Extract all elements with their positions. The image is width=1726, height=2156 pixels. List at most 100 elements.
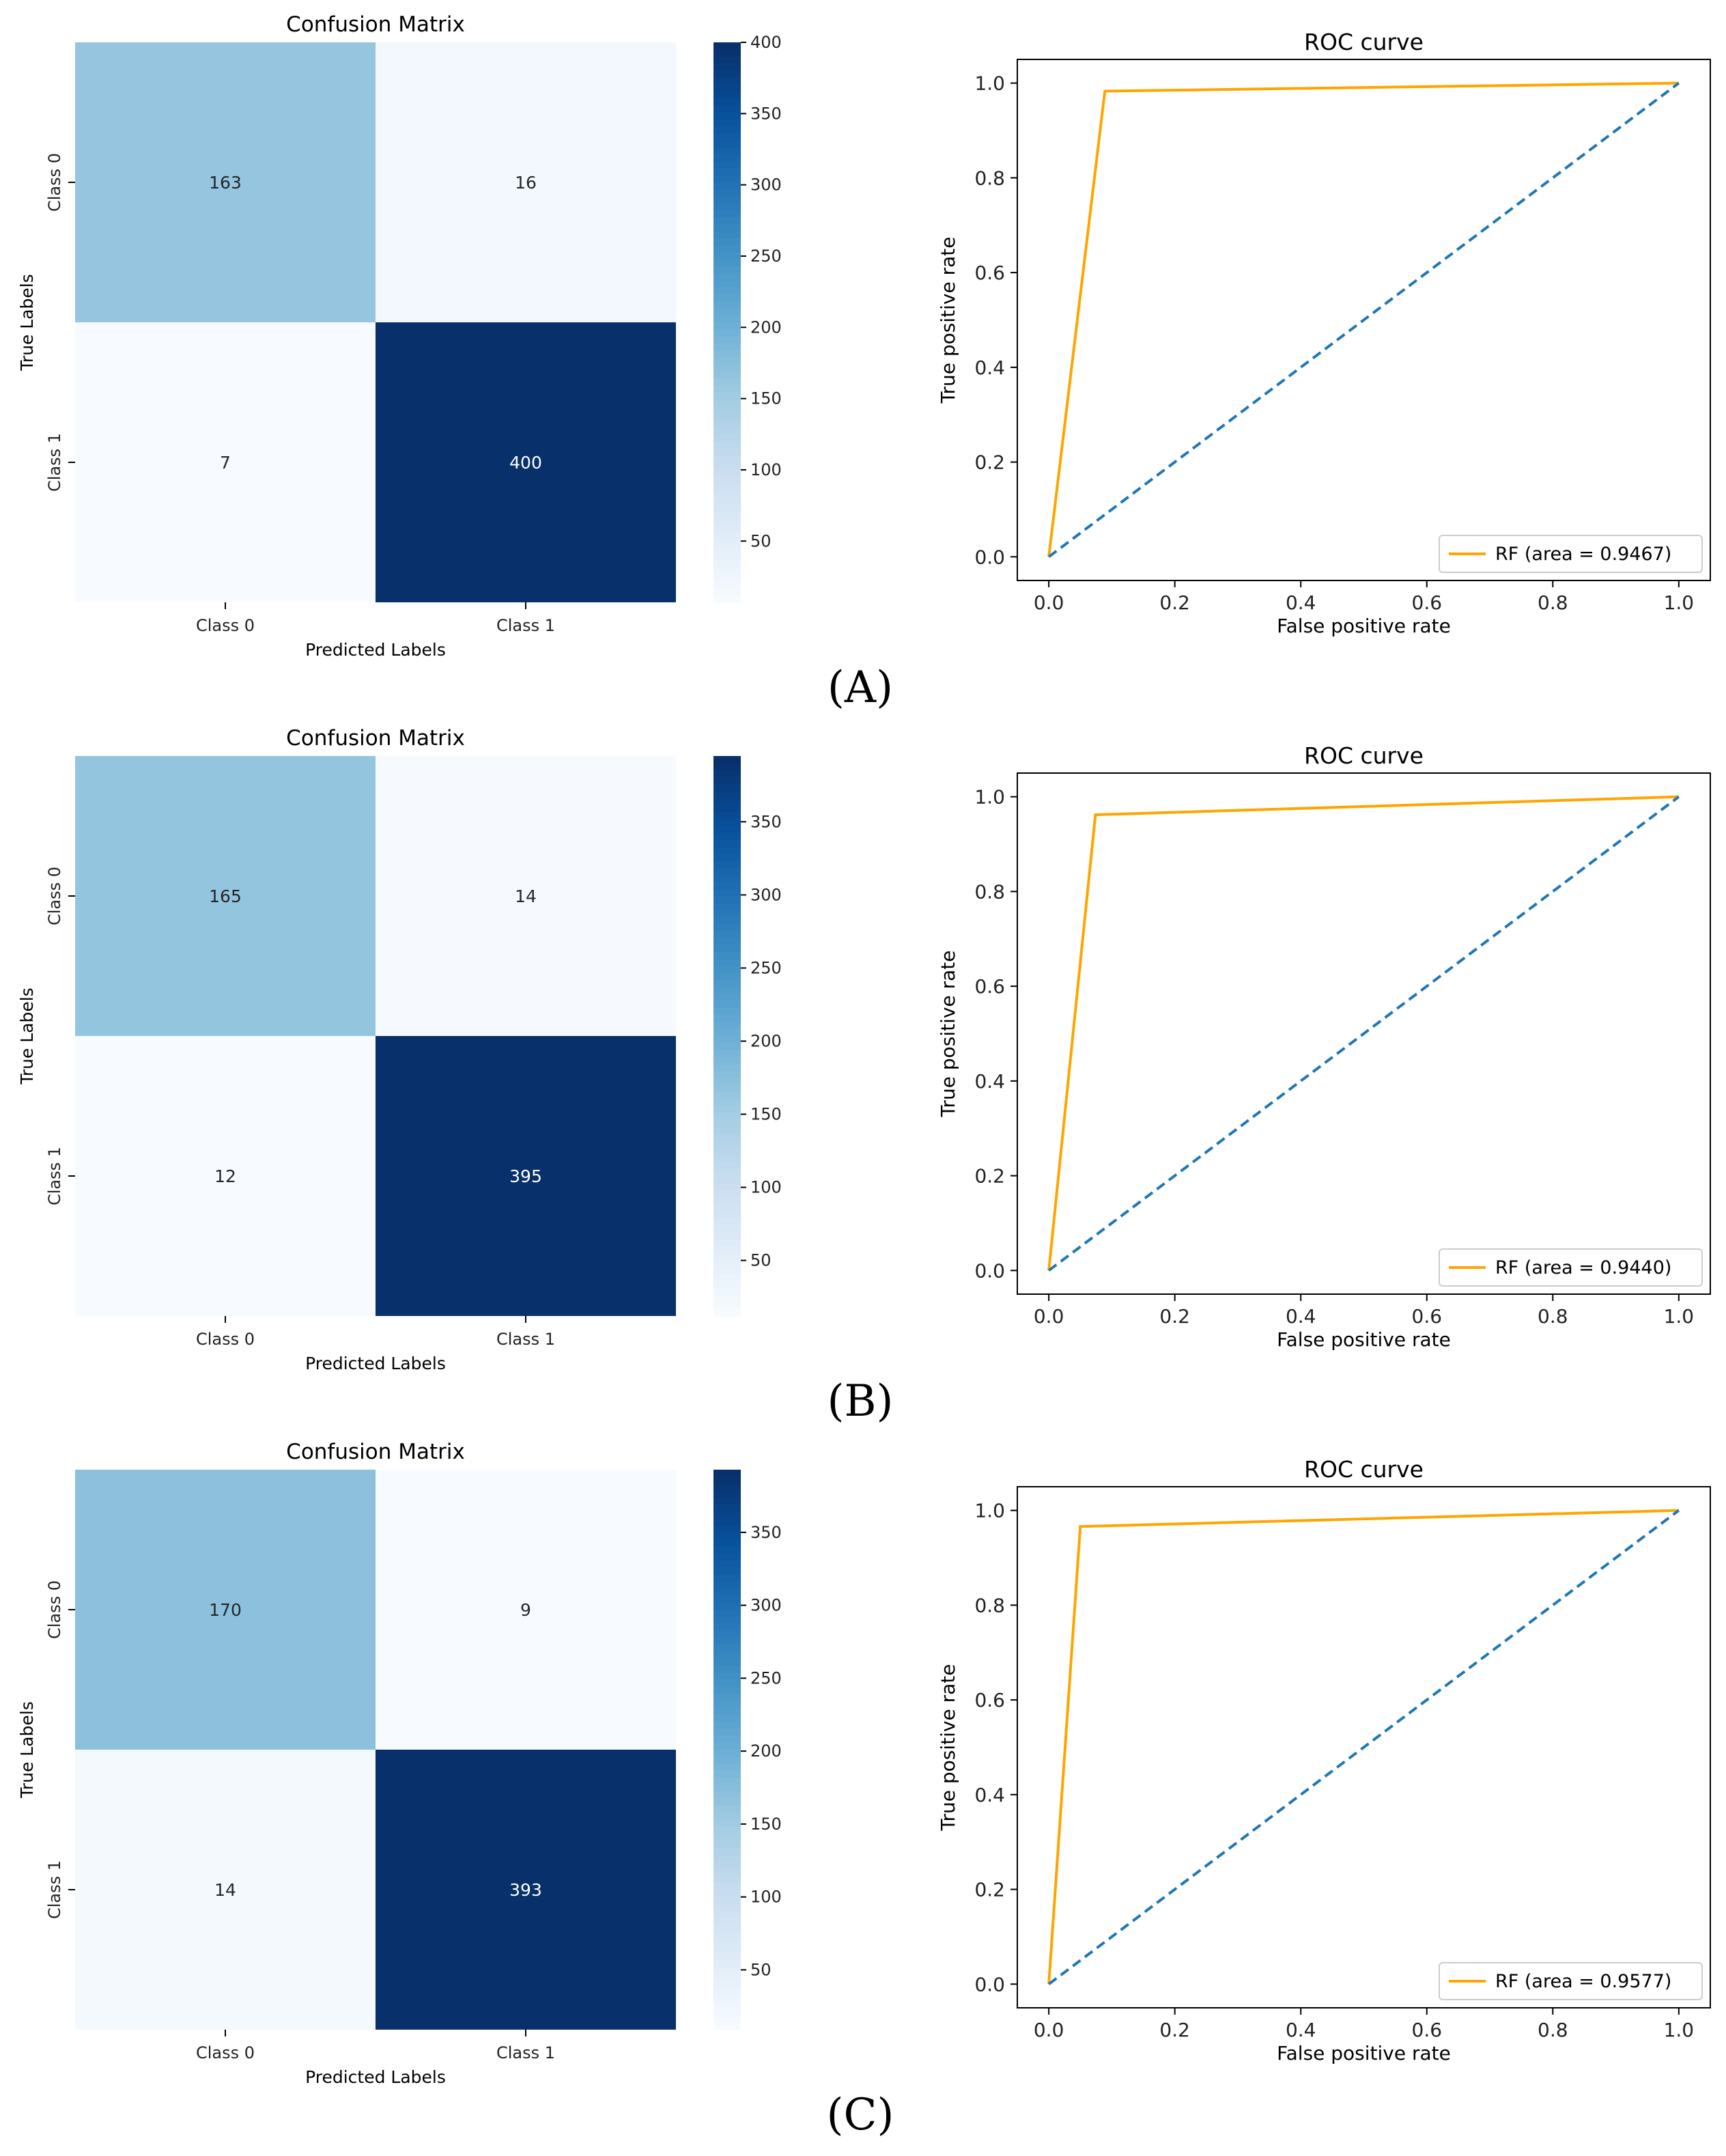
- heatmap-cell: [376, 42, 676, 322]
- colorbar-tick-label: 100: [750, 460, 782, 479]
- heatmap-cell: [75, 1470, 376, 1750]
- colorbar-segment: [713, 322, 741, 331]
- colorbar-segment: [713, 1302, 741, 1310]
- panel-label: (C): [826, 2090, 894, 2140]
- heatmap-cell: [75, 322, 376, 602]
- colorbar-segment: [713, 343, 741, 351]
- colorbar-segment: [713, 1176, 741, 1184]
- legend-label: RF (area = 0.9467): [1495, 544, 1671, 565]
- colorbar-segment: [713, 804, 741, 813]
- colorbar-segment: [713, 1246, 741, 1254]
- colorbar-segment: [713, 1672, 741, 1681]
- colorbar-segment: [713, 1679, 741, 1688]
- y-tick-label: 0.6: [974, 1689, 1005, 1711]
- colorbar-segment: [713, 1239, 741, 1247]
- x-tick-label: 0.8: [1538, 591, 1568, 614]
- colorbar-tick-label: 400: [750, 33, 782, 52]
- colorbar-segment: [713, 1064, 741, 1072]
- colorbar-segment: [713, 1071, 741, 1079]
- colorbar-segment: [713, 252, 741, 260]
- colorbar-segment: [713, 994, 741, 1002]
- colorbar-segment: [713, 399, 741, 407]
- colorbar-segment: [713, 1862, 741, 1870]
- colorbar-segment: [713, 203, 741, 211]
- colorbar-segment: [713, 1498, 741, 1506]
- colorbar-segment: [713, 462, 741, 471]
- colorbar-segment: [713, 1267, 741, 1275]
- x-tick-label: 0.4: [1286, 591, 1316, 614]
- colorbar-segment: [713, 1567, 741, 1576]
- colorbar-segment: [713, 483, 741, 491]
- colorbar-segment: [713, 959, 741, 967]
- colorbar-segment: [713, 301, 741, 309]
- y-tick-label: Class 0: [45, 1580, 64, 1639]
- colorbar-segment: [713, 966, 741, 974]
- colorbar-segment: [713, 189, 741, 197]
- colorbar-segment: [713, 1784, 741, 1793]
- colorbar-segment: [713, 903, 741, 911]
- colorbar-tick-label: 200: [750, 1031, 782, 1050]
- colorbar-tick-label: 50: [750, 1960, 772, 1979]
- colorbar-segment: [713, 427, 741, 435]
- colorbar-segment: [713, 1910, 741, 1918]
- panel-b-charts: Confusion Matrix 165 14 12 395 Class 0 Class 1…: [17, 726, 1711, 1373]
- colorbar-segment: [713, 1190, 741, 1198]
- colorbar-segment: [713, 266, 741, 275]
- cell-value: 9: [520, 1600, 531, 1620]
- colorbar-segment: [713, 1196, 741, 1205]
- colorbar-segment: [713, 1015, 741, 1023]
- x-tick-label: 0.0: [1034, 1305, 1064, 1328]
- colorbar-segment: [713, 888, 741, 897]
- colorbar-segment: [713, 259, 741, 267]
- colorbar-segment: [713, 511, 741, 519]
- colorbar-segment: [713, 1791, 741, 1800]
- colorbar-tick-label: 150: [750, 1105, 782, 1124]
- colorbar-segment: [713, 860, 741, 869]
- colorbar-segment: [713, 196, 741, 204]
- colorbar-segment: [713, 308, 741, 316]
- colorbar-segment: [713, 140, 741, 148]
- colorbar-segment: [713, 315, 741, 323]
- colorbar-segment: [713, 245, 741, 253]
- roc-title: ROC curve: [1304, 742, 1424, 769]
- colorbar-segment: [713, 588, 741, 596]
- colorbar-segment: [713, 1763, 741, 1772]
- heatmap-cell: [376, 1750, 676, 2030]
- colorbar-segment: [713, 224, 741, 232]
- colorbar-segment: [713, 1232, 741, 1240]
- colorbar-segment: [713, 2008, 741, 2017]
- colorbar-segment: [713, 1890, 741, 1898]
- cell-value: 14: [515, 886, 537, 906]
- colorbar-segment: [713, 1728, 741, 1737]
- x-tick-label: Class 1: [496, 616, 555, 635]
- colorbar-segment: [713, 1602, 741, 1610]
- colorbar-segment: [713, 1826, 741, 1834]
- colorbar-segment: [713, 77, 741, 85]
- colorbar-segment: [713, 832, 741, 841]
- colorbar-segment: [713, 1931, 741, 1940]
- colorbar-segment: [713, 420, 741, 428]
- x-tick-label: Class 0: [196, 1330, 255, 1349]
- colorbar-segment: [713, 350, 741, 359]
- colorbar-segment: [713, 504, 741, 512]
- x-tick-label: 0.8: [1538, 2019, 1568, 2041]
- cell-value: 395: [509, 1166, 542, 1186]
- colorbar-segment: [713, 595, 741, 603]
- colorbar-segment: [713, 1490, 741, 1498]
- colorbar-segment: [713, 1924, 741, 1933]
- colorbar-segment: [713, 553, 741, 561]
- colorbar-segment: [713, 161, 741, 169]
- y-tick-label: 0.2: [974, 1165, 1005, 1188]
- y-tick-label: 0.2: [974, 1879, 1005, 1901]
- colorbar-segment: [713, 1084, 741, 1093]
- colorbar-segment: [713, 791, 741, 799]
- colorbar-segment: [713, 238, 741, 247]
- colorbar-segment: [713, 154, 741, 163]
- colorbar-segment: [713, 1770, 741, 1778]
- colorbar-tick-label: 350: [750, 104, 782, 123]
- plot-frame: [1017, 1486, 1711, 2008]
- colorbar-segment: [713, 972, 741, 981]
- colorbar-tick-label: 250: [750, 247, 782, 266]
- heatmap-cell: [75, 1036, 376, 1316]
- colorbar-segment: [713, 1470, 741, 1478]
